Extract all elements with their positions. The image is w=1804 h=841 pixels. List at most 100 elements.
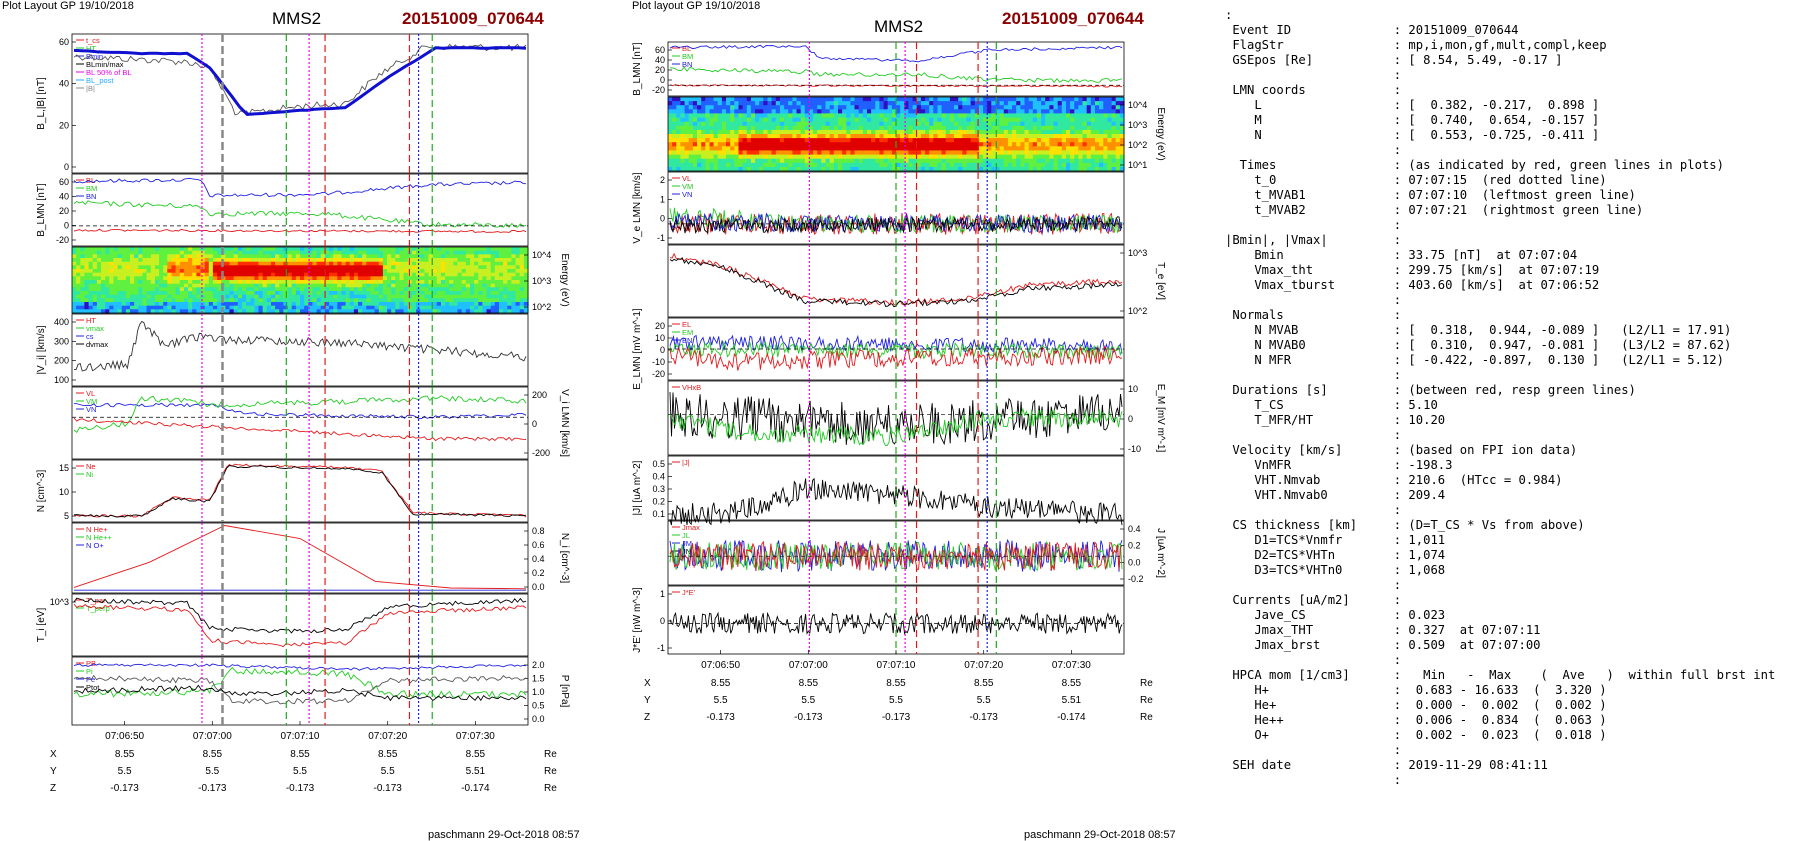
info-line: Velocity [km/s] : (based on FPI ion data… [1225,443,1578,457]
y-tick-label: 0 [660,75,665,85]
legend-entry: VM [682,182,693,191]
legend-entry: EL [682,320,691,329]
legend-entry: VL [86,389,95,398]
ephemeris-value: 8.55 [115,749,135,760]
ephemeris-unit: Re [544,766,557,777]
y-axis-label: Energy (eV) [559,253,570,306]
ephemeris-unit: Re [544,783,557,794]
panel-frame-bl [71,33,529,174]
ephemeris-value: 5.5 [714,695,728,706]
legend-entry: BL [682,44,691,53]
data-trace [73,597,527,634]
y-tick-label: 10^1 [1128,160,1147,170]
y-tick-label: 40 [59,192,69,202]
info-line: Jave_CS : 0.023 [1225,608,1446,622]
y-axis-label: P [nPa] [559,675,570,708]
y-tick-label: -20 [56,235,69,245]
legend-entry: VM [86,397,97,406]
legend-entry: JL [682,531,690,540]
y-tick-label: 10^3 [1128,120,1147,130]
data-trace [73,674,527,705]
info-line: HPCA mom [1/cm3] : Min - Max ( Ave ) wit… [1225,668,1776,682]
y-axis-label: N [cm^-3] [36,470,47,513]
panel-frame-blmn [71,173,529,247]
info-line: O+ : 0.002 - 0.023 ( 0.018 ) [1225,728,1607,742]
ephemeris-value: 5.5 [889,695,903,706]
y-tick-label: -20 [652,369,665,379]
legend-entry: Ptot [86,683,100,692]
info-line: Vmax_tht : 299.75 [km/s] at 07:07:19 [1225,263,1600,277]
middle-event-title: 20151009_070644 [1002,9,1144,28]
legend-entry: BL 50% of BL [86,68,132,77]
y-axis-label: J*E' [nW m^-3] [632,587,643,653]
x-tick-label: 07:06:50 [701,660,740,671]
y-axis-label: Energy (eV) [1155,107,1166,160]
ephemeris-value: 5.5 [381,766,395,777]
info-line: : [1225,218,1402,232]
info-line: : [1225,368,1402,382]
info-line: FlagStr : mp,i,mon,gf,mult,compl,keep [1225,38,1607,52]
data-trace [73,395,527,433]
y-tick-label: 1 [660,589,665,599]
legend-entry: N He+ [86,525,108,534]
y-tick-label: 0.0 [532,714,545,724]
ephemeris-unit: Re [544,749,557,760]
y-axis-label: T_e [eV] [1155,262,1166,300]
y-tick-label: 10 [655,333,665,343]
x-tick-label: 07:07:10 [877,660,916,671]
info-line: D2=TCS*VHTn : 1,074 [1225,548,1446,562]
info-line: D1=TCS*Vnmfr : 1,011 [1225,533,1446,547]
info-line: : [1225,578,1402,592]
y-tick-label: 0.6 [532,540,545,550]
info-line: Event ID : 20151009_070644 [1225,23,1519,37]
info-line: : [1225,653,1402,667]
info-line: : [1225,68,1402,82]
legend-entry: Ne [86,462,96,471]
info-line: Times : (as indicated by red, green line… [1225,158,1724,172]
middle-spacecraft-title: MMS2 [874,17,924,36]
y-tick-label: 1.5 [532,674,545,684]
data-trace [73,666,527,699]
y-tick-label: 20 [59,120,69,130]
left-layout-label: Plot Layout GP 19/10/2018 [2,0,134,12]
y-tick-label: -1 [657,643,665,653]
ephemeris-value: -0.173 [794,712,823,723]
info-line: H+ : 0.683 - 16.633 ( 3.320 ) [1225,683,1607,697]
y-tick-label: 40 [655,55,665,65]
y-tick-label: 1.0 [532,687,545,697]
y-tick-label: 0.4 [1128,524,1141,534]
panel-frame-vlmn [71,386,529,460]
info-line: Bmin : 33.75 [nT] at 07:07:04 [1225,248,1578,262]
x-tick-label: 07:07:00 [789,660,828,671]
data-trace [73,43,527,116]
info-line: Durations [s] : (between red, resp green… [1225,383,1636,397]
legend-entry: VN [682,190,692,199]
data-trace [73,465,527,518]
info-line: : [1225,143,1402,157]
legend-entry: Ni [86,470,93,479]
legend-entry: |B| [86,84,95,93]
y-tick-label: 0.3 [652,484,665,494]
info-line: He++ : 0.006 - 0.834 ( 0.063 ) [1225,713,1607,727]
info-line: SEH date : 2019-11-29 08:41:11 [1225,758,1548,772]
y-tick-label: 0.5 [532,701,545,711]
info-line: CS thickness [km] : (D=T_CS * Vs from ab… [1225,518,1585,532]
legend-entry: Jmax [682,523,700,532]
y-tick-label: -1 [657,233,665,243]
data-trace [669,540,1123,571]
data-trace [73,402,527,420]
y-tick-label: 0.2 [1128,541,1141,551]
y-tick-label: -200 [532,448,550,458]
info-line: t_0 : 07:07:15 (red dotted line) [1225,173,1607,187]
ephemeris-value: 8.55 [466,749,486,760]
y-tick-label: 60 [59,37,69,47]
ephemeris-value: 8.55 [886,678,906,689]
info-line: T_CS : 5.10 [1225,398,1438,412]
data-trace [73,228,527,233]
legend-entry: BN [86,192,96,201]
ephemeris-value: -0.173 [706,712,735,723]
legend-entry: vmax [86,324,104,333]
y-tick-label: 0.1 [652,509,665,519]
data-trace [73,200,527,228]
